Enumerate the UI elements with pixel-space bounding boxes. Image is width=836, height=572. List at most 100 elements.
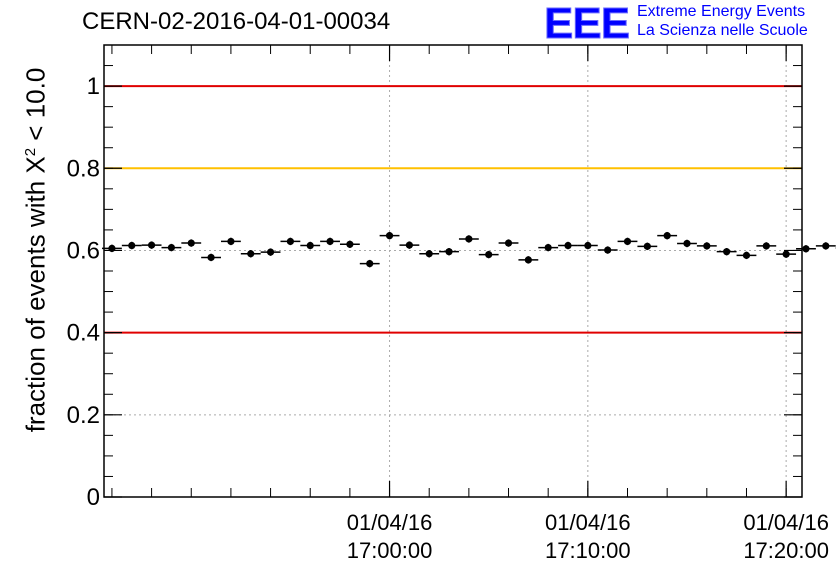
point-marker	[167, 243, 176, 252]
point-marker	[485, 250, 493, 259]
data-point	[260, 248, 281, 256]
point-marker	[663, 232, 671, 240]
run-id-title: CERN-02-2016-04-01-00034	[82, 8, 391, 35]
point-marker	[108, 244, 116, 252]
data-point	[379, 231, 400, 240]
x-tick-date: 01/04/16	[545, 510, 631, 535]
y-tick-label: 0.4	[67, 320, 100, 347]
point-marker	[822, 242, 830, 250]
point-marker	[723, 248, 731, 256]
data-point	[339, 240, 360, 248]
data-point	[478, 250, 499, 259]
data-point	[518, 256, 539, 264]
point-marker	[604, 246, 612, 254]
point-marker	[425, 250, 433, 258]
point-marker	[207, 253, 215, 262]
data-point	[577, 241, 598, 250]
eee-logo-caption: Extreme Energy Events La Scienza nelle S…	[637, 2, 808, 40]
x-tick-labels: 01/04/16 17:00:00 01/04/16 17:10:00 01/04/16…	[347, 510, 829, 563]
point-marker	[683, 239, 691, 248]
point-marker	[762, 242, 770, 250]
eee-logo-text: EEE	[544, 0, 629, 44]
x-tick-date: 01/04/16	[347, 510, 433, 535]
point-marker	[147, 241, 156, 249]
point-marker	[326, 237, 334, 246]
y-tick-label: 0	[87, 484, 100, 511]
point-marker	[465, 235, 473, 243]
data-point	[538, 243, 559, 252]
data-point	[102, 244, 122, 253]
point-marker	[524, 256, 532, 264]
point-marker	[187, 239, 195, 247]
data-point	[637, 242, 658, 251]
data-point	[498, 239, 519, 247]
point-marker	[306, 241, 314, 250]
data-point	[756, 242, 777, 250]
reference-lines	[104, 85, 802, 334]
data-point	[617, 237, 638, 246]
point-marker	[266, 248, 275, 256]
data-point	[141, 241, 162, 249]
data-point	[121, 241, 142, 250]
data-point	[300, 241, 321, 250]
point-marker	[643, 242, 651, 250]
data-points	[102, 231, 836, 268]
point-marker	[623, 237, 632, 246]
data-point	[657, 231, 678, 240]
point-marker	[584, 241, 592, 250]
x-tick-time: 17:10:00	[545, 538, 631, 563]
y-tick-label: 0.6	[67, 237, 100, 264]
point-marker	[366, 260, 374, 268]
point-marker	[703, 242, 711, 250]
point-marker	[405, 241, 413, 249]
point-marker	[782, 250, 790, 258]
point-marker	[802, 245, 810, 253]
data-point	[201, 253, 221, 262]
data-point	[458, 235, 479, 243]
point-marker	[346, 240, 354, 248]
data-point	[796, 245, 816, 253]
y-axis-label-pre: fraction of events with X	[20, 156, 51, 433]
point-marker	[504, 239, 513, 247]
data-point	[161, 243, 182, 252]
data-point	[439, 247, 459, 256]
data-point	[419, 250, 440, 258]
grid-lines	[104, 45, 802, 498]
logo-line-1: Extreme Energy Events	[637, 3, 806, 20]
point-marker	[544, 243, 552, 252]
data-point	[359, 259, 380, 268]
point-marker	[247, 250, 255, 258]
y-tick-label: 0.8	[67, 155, 100, 182]
axis-ticks	[104, 44, 802, 498]
y-axis-label-sup: 2	[21, 147, 39, 157]
data-point	[716, 247, 737, 256]
data-point	[736, 251, 757, 260]
y-axis-label: fraction of events with X2 < 10.0	[21, 68, 52, 433]
x-tick-time: 17:20:00	[743, 538, 829, 563]
plot-frame	[103, 44, 803, 498]
point-marker	[128, 241, 136, 250]
data-point	[677, 239, 697, 248]
point-marker	[227, 237, 235, 246]
y-axis-label-post: < 10.0	[20, 67, 51, 148]
data-point	[558, 241, 578, 250]
data-point	[240, 250, 261, 258]
y-tick-label: 0.2	[67, 402, 100, 429]
point-marker	[445, 248, 453, 256]
eee-logo: EEE	[544, 0, 631, 44]
y-tick-label: 1	[87, 73, 100, 100]
x-tick-time: 17:00:00	[347, 538, 433, 563]
logo-line-2: La Scienza nelle Scuole	[637, 22, 808, 39]
data-point	[220, 237, 241, 246]
point-marker	[385, 232, 394, 240]
point-marker	[742, 251, 751, 259]
data-point	[399, 241, 420, 249]
x-tick-date: 01/04/16	[743, 510, 829, 535]
data-point	[320, 237, 340, 246]
data-point	[280, 237, 301, 246]
y-tick-labels: 0 0.2 0.4 0.6 0.8 1	[67, 73, 100, 511]
point-marker	[286, 237, 294, 246]
data-point	[597, 246, 618, 254]
point-marker	[564, 241, 572, 250]
